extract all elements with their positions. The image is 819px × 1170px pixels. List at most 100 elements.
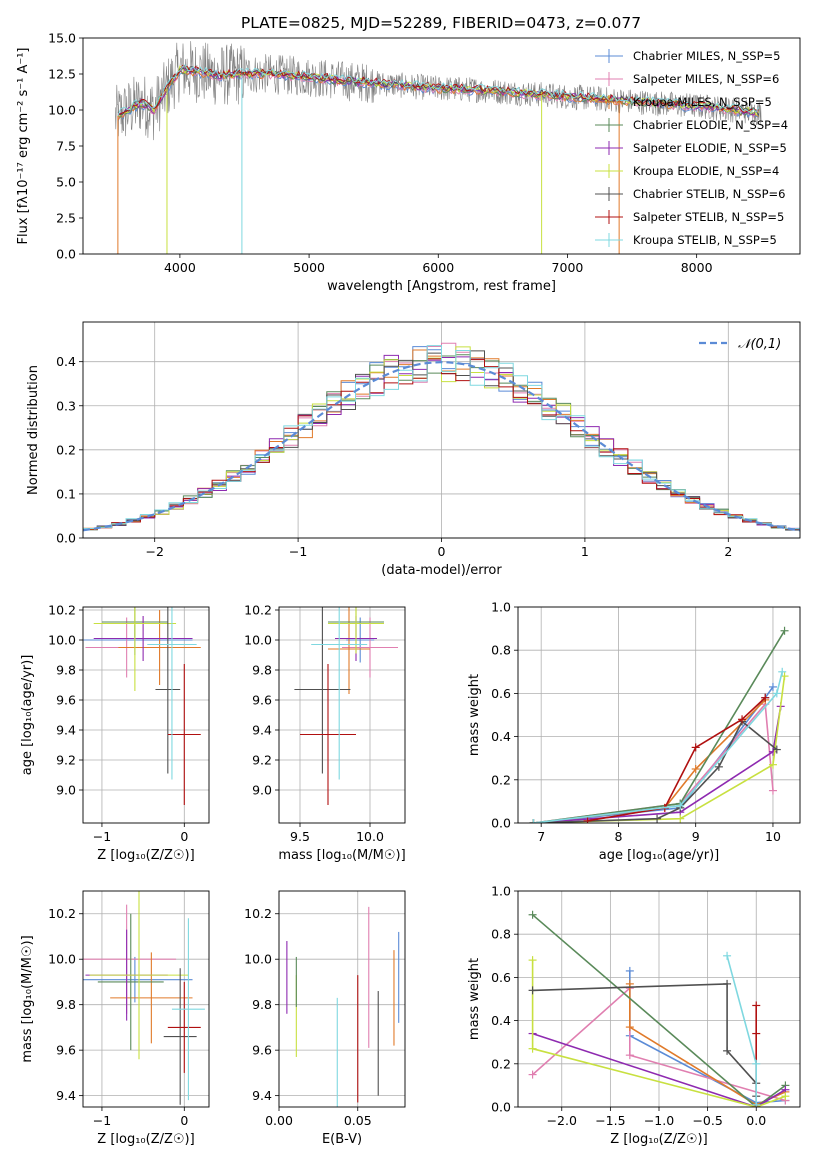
y-tick-label: 0.4: [491, 729, 511, 744]
marker-chabrier_stelib: [714, 762, 723, 771]
legend-label-chabrier_stelib: Chabrier STELIB, N_SSP=6: [633, 187, 785, 201]
marker-kroupa_elodie: [781, 1092, 790, 1101]
y-tick-label: 10.0: [48, 952, 76, 967]
x-tick-label: 10: [765, 829, 781, 844]
panel-residuals: −2 −1 0 1 2 0.0 0.1 0.2 0.3 0.4 (data-model)/error…: [26, 321, 801, 578]
marker-chabrier_miles: [768, 682, 777, 691]
marker-chabrier_stelib: [723, 979, 732, 988]
series-kroupa_miles: [533, 699, 766, 823]
x-tick-label: 1: [581, 544, 589, 559]
marker-chabrier_stelib: [723, 1046, 732, 1055]
axes-frame: [278, 890, 406, 1108]
y-tick-label: 9.8: [56, 663, 76, 678]
x-tick-label: 2: [724, 544, 732, 559]
marker-kroupa_elodie: [528, 956, 537, 965]
y-tick-label: 10.2: [48, 603, 76, 618]
marker-kroupa_stelib: [676, 801, 685, 810]
x-axis-label: (data-model)/error: [381, 563, 502, 578]
x-axis-label: age [log₁₀(age/yr)]: [599, 848, 720, 863]
marker-chabrier_miles: [625, 966, 634, 975]
axes-frame: [517, 606, 801, 824]
x-tick-label: −1: [289, 544, 307, 559]
marker-kroupa_miles: [691, 765, 700, 773]
legend-label-salpeter_stelib: Salpeter STELIB, N_SSP=5: [633, 210, 784, 224]
marker-kroupa_stelib: [752, 1100, 761, 1107]
y-tick-label: 9.0: [56, 783, 76, 798]
y-tick-label: 9.4: [252, 723, 272, 738]
series-chabrier_miles: [533, 686, 774, 823]
y-tick-label: 9.2: [56, 753, 76, 768]
y-tick-label: 10.0: [244, 952, 272, 967]
x-axis-label: Z [log₁₀(Z/Z☉)]: [97, 848, 194, 863]
legend-label-kroupa_stelib: Kroupa STELIB, N_SSP=5: [633, 233, 777, 247]
y-tick-label: 10.0: [244, 633, 272, 648]
y-tick-label: 9.6: [56, 1043, 76, 1058]
y-axis-label: age [log₁₀(age/yr)]: [20, 655, 35, 776]
x-tick-label: 5000: [293, 260, 325, 275]
legend-label-salpeter_elodie: Salpeter ELODIE, N_SSP=5: [633, 141, 787, 155]
legend-label-salpeter_miles: Salpeter MILES, N_SSP=6: [633, 72, 779, 86]
panel-weight_vs_z: −2.0 −1.5 −1.0 −0.5 0.0 0.0 0.2 0.4 0.6 0.8 1.0 Z […: [467, 884, 801, 1147]
y-tick-label: 5.0: [56, 175, 76, 190]
y-axis-label: mass weight: [467, 958, 482, 1040]
marker-kroupa_elodie: [528, 1044, 537, 1053]
x-axis-label: mass [log₁₀(M/M☉)]: [278, 848, 405, 863]
plot-area: [83, 607, 201, 805]
marker-salpeter_stelib: [761, 693, 770, 702]
y-tick-label: 9.4: [56, 723, 76, 738]
y-tick-label: 0.2: [491, 1056, 511, 1071]
histogram-kroupa_stelib: [83, 345, 800, 530]
x-tick-label: 0: [438, 544, 446, 559]
x-tick-label: 0.0: [746, 1113, 766, 1128]
legend: 𝒩(0,1): [699, 337, 781, 352]
legend-label-normal: 𝒩(0,1): [738, 337, 781, 352]
series-salpeter_stelib: [587, 697, 766, 822]
x-tick-label: −2: [145, 544, 163, 559]
marker-salpeter_stelib: [583, 816, 592, 823]
y-tick-label: 0.8: [491, 643, 511, 658]
x-tick-label: 0.05: [344, 1113, 372, 1128]
marker-kroupa_elodie: [768, 760, 777, 769]
y-tick-label: 0.0: [491, 816, 511, 831]
x-tick-label: 6000: [422, 260, 454, 275]
model-spectrum-salpeter_stelib: [117, 64, 759, 115]
series-chabrier_elodie: [532, 914, 786, 1107]
y-tick-label: 10.0: [48, 633, 76, 648]
axes-frame: [82, 606, 210, 824]
marker-kroupa_stelib: [772, 689, 781, 698]
x-tick-label: 7000: [552, 260, 584, 275]
y-tick-label: 9.2: [252, 753, 272, 768]
axes-frame: [82, 321, 801, 539]
y-tick-label: 0.0: [491, 1100, 511, 1115]
plot-area: [529, 626, 789, 823]
marker-salpeter_stelib: [752, 1001, 761, 1010]
normal-curve: [83, 360, 800, 532]
y-tick-label: 0.2: [491, 772, 511, 787]
y-tick-label: 9.4: [56, 1088, 76, 1103]
y-axis-label: mass weight: [467, 674, 482, 756]
x-tick-label: 9: [692, 829, 700, 844]
marker-salpeter_stelib: [691, 743, 700, 752]
marker-kroupa_stelib: [723, 951, 732, 960]
x-tick-label: −1: [93, 1113, 111, 1128]
y-tick-label: 0.6: [491, 970, 511, 985]
x-tick-label: 8: [614, 829, 622, 844]
y-tick-label: 0.4: [491, 1013, 511, 1028]
x-tick-label: 7: [537, 829, 545, 844]
y-tick-label: 1.0: [491, 600, 511, 615]
series-salpeter_elodie: [532, 1032, 786, 1107]
y-tick-label: 0.4: [56, 354, 76, 369]
y-tick-label: 9.6: [252, 693, 272, 708]
y-tick-label: 0.0: [56, 531, 76, 546]
model-spectrum-kroupa_stelib: [117, 64, 760, 116]
x-tick-label: 4000: [164, 260, 196, 275]
x-tick-label: −2.0: [547, 1113, 577, 1128]
y-tick-label: 9.6: [56, 693, 76, 708]
y-tick-label: 15.0: [48, 31, 76, 46]
series-chabrier_elodie: [533, 630, 786, 823]
y-tick-label: 9.8: [252, 663, 272, 678]
x-tick-label: −0.5: [692, 1113, 722, 1128]
plot-area: [294, 607, 398, 805]
marker-salpeter_miles: [768, 786, 777, 795]
